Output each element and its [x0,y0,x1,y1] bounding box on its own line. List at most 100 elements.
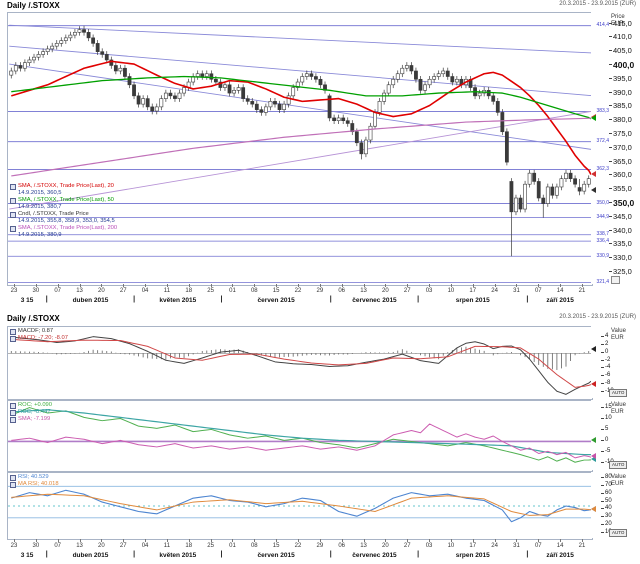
legend-entry[interactable]: MACDF; 0.87 [10,328,68,335]
auto-scale-button[interactable]: AUTO [609,461,628,469]
x-tick-mark [472,539,474,542]
axis-resize-handle[interactable] [611,276,620,284]
x-day-label: 07 [534,543,542,549]
legend-entry-label: MA RSI; 40.018 [18,481,59,487]
x-day-label: 18 [185,543,193,549]
y-tick-mark [609,257,612,259]
last-value-marker [591,170,596,177]
x-tick-mark [298,284,299,287]
x-tick-mark [450,539,452,542]
month-separator: | [45,551,48,558]
y-tick-mark [601,450,604,452]
y-tick-label: -2 [605,356,611,363]
level-value-label: 383,3 [596,108,609,115]
x-tick-mark [385,284,387,287]
legend-entry[interactable]: MACD; -7.20; -8.07 [10,335,68,342]
legend-chip-icon [10,416,16,423]
y-tick-label: 20 [605,521,612,528]
legend-entry-label: MACDF; 0.87 [18,328,54,334]
y-tick-label: 70 [605,481,612,488]
legend-entry-label: ROC; +0.090 [18,402,52,408]
x-tick-mark [341,539,343,542]
rsi-legend[interactable]: RSI; 40.529 MA RSI; 40.018 [10,474,59,488]
x-tick-mark [429,539,431,542]
legend-entry-label: SMA, /.STOXX, Trade Price(Last), 20 [18,183,114,189]
level-value-label: 321,4 [596,279,609,285]
y-tick-label: 355,0 [613,184,632,194]
legend-entry[interactable]: Cndl, /.STOXX, Trade Price [10,211,117,218]
legend-entry-label: MACD; -7.20; -8.07 [18,335,68,341]
main-chart-title: Daily /.STOXX [7,1,60,10]
legend-entry[interactable]: SMA; -7.199 [10,416,52,423]
legend-entry-values: 14.9.2015, 360,5 [18,190,62,196]
x-day-label: 25 [207,288,214,294]
price-axis[interactable]: Price EUR 415,0 410,0 405,0 400,0 395,0 390,0 38… [591,12,640,285]
legend-entry-label: ROC; -8.447 [18,409,51,415]
x-tick-mark [472,284,474,287]
x-tick-mark [363,539,365,542]
legend-entry[interactable]: ROC; +0.090 [10,402,52,409]
legend-entry[interactable]: ROC; -8.447 [10,409,52,416]
x-tick-mark [14,539,15,542]
y-tick-mark [601,461,604,463]
level-value-label: 414,4 [596,22,609,29]
y-tick-label: -4 [605,364,611,371]
roc-panel-chart[interactable] [7,400,593,472]
x-day-label: 11 [163,543,171,549]
legend-entry-values: 14.9.2015, 380,7 [18,204,62,210]
macd-legend[interactable]: MACDF; 0.87 MACD; -7.20; -8.07 [10,328,68,342]
y-tick-mark [609,63,612,65]
y-tick-mark [601,524,604,526]
auto-scale-button[interactable]: AUTO [609,389,628,397]
roc-legend[interactable]: ROC; +0.090 ROC; -8.447 SMA; -7.199 [10,402,52,423]
legend-chip-icon [10,211,16,218]
y-tick-mark [609,188,612,190]
y-tick-mark [609,271,612,273]
x-tick-mark [35,539,37,542]
x-day-label: 18 [185,288,193,294]
time-axis-bottom[interactable]: 23 30 07 13 20 27 04 11 18 25 01 08 15 22 29 06 13 20 27 03… [0,539,640,564]
legend-entry[interactable]: RSI; 40.529 [10,474,59,481]
x-month-label: květen 2015 [159,297,197,304]
last-value-marker [591,505,596,512]
x-day-label: 23 [10,288,18,294]
month-separator: | [329,296,332,303]
legend-entry[interactable]: SMA, /.STOXX, Trade Price(Last), 50 [10,197,117,204]
macd-panel-chart[interactable] [7,326,593,400]
x-month-label: květen 2015 [159,552,197,559]
legend-entry-values: 14.9.2015, 355,8, 358,9, 353,0, 354,5 [18,218,115,224]
y-tick-label: 360,0 [613,170,632,180]
y-tick-mark [609,174,612,176]
x-tick-mark [450,284,452,287]
x-month-label: srpen 2015 [455,297,490,304]
y-tick-label: 400,0 [613,59,635,70]
x-day-label: 04 [141,288,149,294]
legend-entry[interactable]: SMA, /.STOXX, Trade Price(Last), 200 [10,225,117,232]
y-tick-label: 60 [605,489,612,496]
x-tick-mark [363,284,365,287]
rsi-panel-chart[interactable] [7,472,593,540]
x-tick-mark [145,284,147,287]
month-separator: | [45,296,48,303]
legend-entry[interactable]: MA RSI; 40.018 [10,481,59,488]
x-day-label: 27 [119,288,127,294]
x-tick-mark [538,539,540,542]
axis-unit-label: Value EUR [611,328,626,341]
main-price-chart[interactable] [7,12,593,286]
y-tick-label: 405,0 [613,46,632,56]
x-month-label: 3 15 [20,552,34,559]
auto-scale-button[interactable]: AUTO [609,529,628,537]
legend-entry[interactable]: SMA, /.STOXX, Trade Price(Last), 20 [10,183,117,190]
y-tick-mark [609,91,612,93]
x-tick-mark [276,539,278,542]
legend-entry-values: 14.9.2015, 380,9 [18,232,62,238]
y-tick-label: 30 [605,513,612,520]
y-tick-mark [601,532,604,533]
legend-chip-icon [10,474,16,481]
time-axis-top[interactable]: 23 30 07 13 20 27 04 11 18 25 01 08 15 22 29 06 13 20 27 03… [0,284,640,312]
y-tick-mark [609,119,612,121]
rsi-axis[interactable]: ValueEUR8070605040302010AUTO [591,472,640,538]
main-chart-legend[interactable]: SMA, /.STOXX, Trade Price(Last), 20 14.9.… [10,183,117,239]
